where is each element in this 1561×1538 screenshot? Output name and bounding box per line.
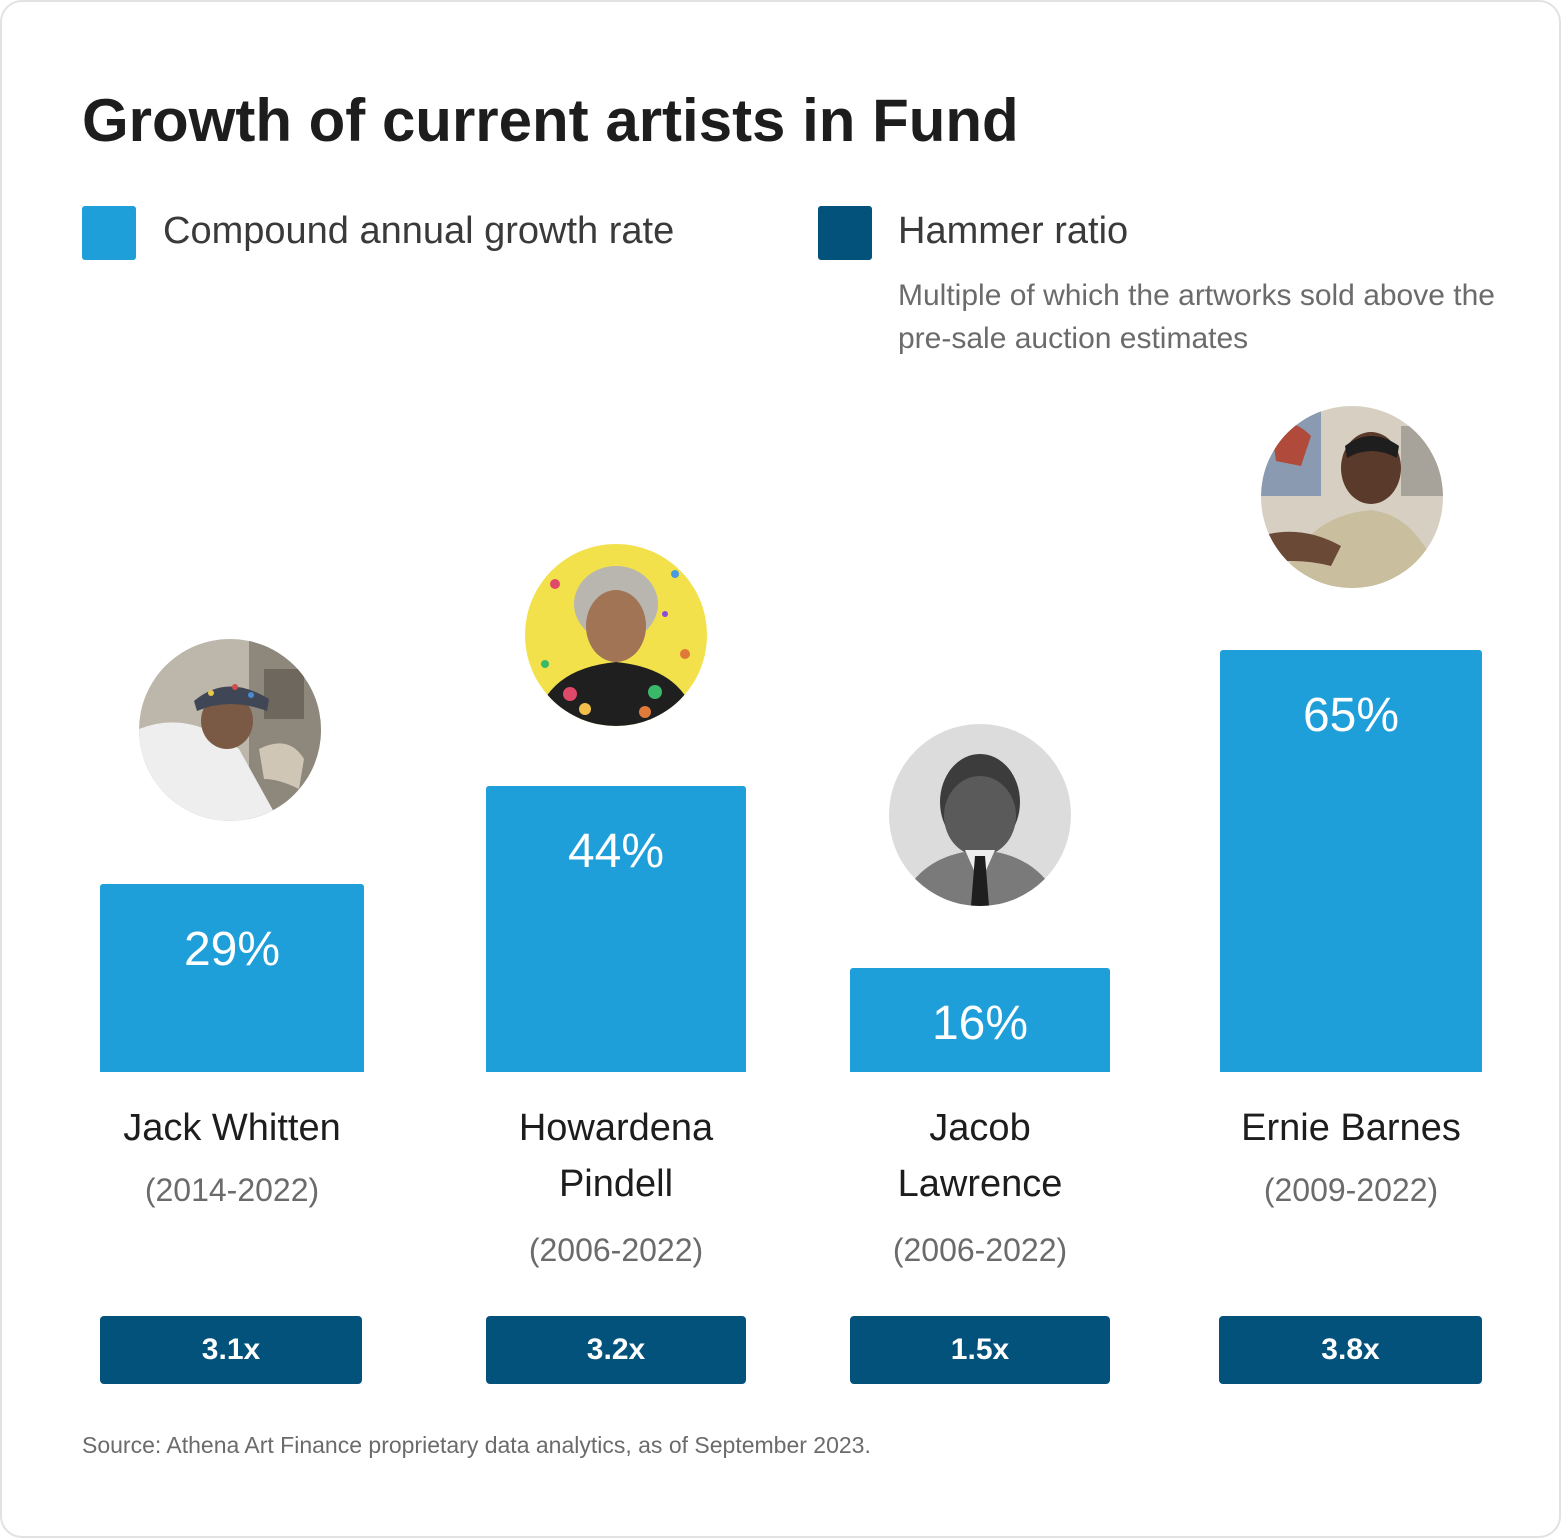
cagr-bar-label-howardena-pindell: 44%: [567, 825, 665, 878]
legend-description-hammer: Multiple of which the artworks sold abov…: [898, 279, 1495, 355]
artist-name-jacob-lawrence: Jacob Lawrence: [897, 1107, 1063, 1205]
artist-name-howardena-pindell: Howardena Pindell: [518, 1107, 714, 1205]
artist-period-howardena-pindell: (2006-2022): [528, 1232, 704, 1268]
cagr-bar-label-ernie-barnes: 65%: [1302, 688, 1400, 742]
artist-photo-jack-whitten: [139, 639, 321, 821]
artist-photo-howardena-pindell: [525, 544, 707, 726]
artist-photo-ernie-barnes: [1261, 406, 1443, 588]
artist-period-jacob-lawrence: (2006-2022): [892, 1232, 1068, 1268]
cagr-bar-label-jack-whitten: 29%: [183, 922, 281, 976]
legend-label-cagr: Compound annual growth rate: [163, 210, 675, 252]
artist-name-ernie-barnes: Ernie Barnes: [1241, 1107, 1461, 1149]
source-note: Source: Athena Art Finance proprietary d…: [82, 1432, 871, 1458]
cagr-bar-label-jacob-lawrence: 16%: [931, 997, 1029, 1050]
hammer-ratio-ernie-barnes: 3.8x: [1219, 1316, 1482, 1384]
artist-period-jack-whitten: (2014-2022): [144, 1172, 320, 1208]
cagr-bar-ernie-barnes: 65%: [1220, 649, 1482, 1072]
chart-title: Growth of current artists in Fund: [82, 87, 1019, 154]
hammer-ratio-jack-whitten: 3.1x: [100, 1316, 362, 1384]
legend-label-hammer: Hammer ratio: [898, 210, 1129, 252]
legend-swatch-hammer: [818, 206, 872, 260]
cagr-bar-jack-whitten: 29%: [100, 883, 364, 1072]
hammer-ratio-jacob-lawrence: 1.5x: [850, 1316, 1110, 1384]
artist-name-jack-whitten: Jack Whitten: [123, 1107, 341, 1149]
legend-swatch-cagr: [82, 206, 136, 260]
hammer-ratio-howardena-pindell: 3.2x: [486, 1316, 746, 1384]
cagr-bar-howardena-pindell: 44%: [486, 786, 746, 1072]
artist-photo-jacob-lawrence: [889, 724, 1071, 906]
artist-period-ernie-barnes: (2009-2022): [1263, 1172, 1439, 1208]
cagr-bar-jacob-lawrence: 16%: [850, 968, 1110, 1072]
